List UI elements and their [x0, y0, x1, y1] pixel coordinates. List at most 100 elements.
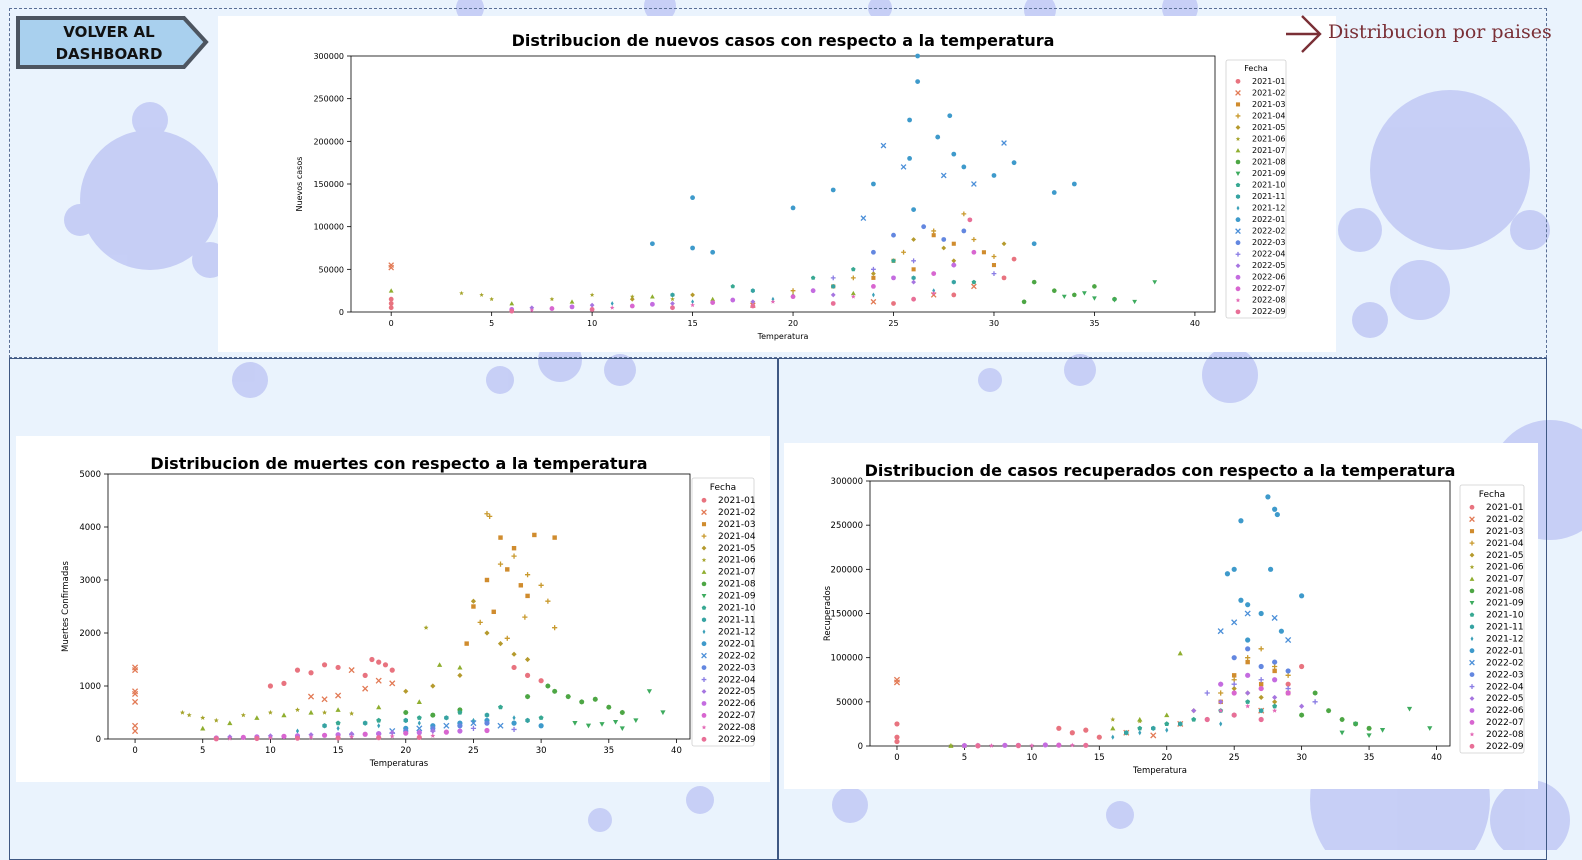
data-point: [525, 694, 531, 700]
data-point: [971, 279, 977, 285]
legend-entry-label: 2022-01: [1252, 215, 1285, 224]
data-point: [931, 290, 936, 296]
legend-marker: [701, 509, 707, 516]
data-point: [549, 296, 555, 302]
data-point: [911, 267, 916, 272]
data-point: [430, 733, 436, 738]
legend-entry-label: 2021-10: [1486, 611, 1524, 621]
data-point: [529, 307, 535, 313]
y-tick-label: 300000: [313, 52, 344, 61]
recovered-chart-card: Distribucion de casos recuperados con re…: [784, 443, 1538, 789]
data-point: [1299, 712, 1305, 718]
legend-marker: [1469, 720, 1475, 725]
legend-marker: [1469, 576, 1475, 581]
data-point: [1204, 716, 1210, 723]
data-point: [1151, 725, 1156, 731]
legend-entry-label: 2022-09: [718, 735, 756, 745]
x-tick-label: 15: [333, 746, 344, 756]
data-point: [477, 619, 483, 625]
data-point: [750, 299, 756, 305]
legend-marker: [1469, 529, 1475, 534]
legend-entry-label: 2021-05: [1486, 551, 1524, 561]
chart-legend: Fecha 2021-01 2021-02 2021-03 2021-04 2021-05…: [1459, 484, 1525, 754]
data-point: [1071, 181, 1077, 187]
plot-area-frame: [107, 473, 691, 740]
data-point: [907, 156, 912, 161]
data-point: [132, 722, 139, 729]
data-point: [281, 733, 287, 739]
data-point: [389, 730, 395, 736]
data-point: [830, 187, 836, 193]
data-point: [497, 561, 504, 567]
y-tick-label: 100000: [313, 223, 344, 232]
data-point: [335, 735, 341, 741]
data-point: [545, 598, 551, 604]
legend-marker: [1235, 263, 1241, 269]
legend-entry-label: 2021-08: [1486, 587, 1524, 597]
legend-entry-label: 2021-03: [718, 520, 756, 530]
legend-entry-label: 2022-07: [1252, 284, 1285, 293]
legend-marker: [701, 689, 707, 694]
back-label-line2: DASHBOARD: [55, 45, 163, 63]
data-point: [457, 709, 463, 715]
y-tick-label: 3000: [79, 576, 101, 586]
legend-marker: [1469, 516, 1475, 523]
data-point: [710, 300, 716, 306]
x-tick-label: 25: [1229, 753, 1240, 763]
data-point: [538, 715, 544, 720]
data-point: [1258, 694, 1264, 701]
legend-marker: [701, 652, 707, 659]
chart-title: Distribucion de muertes con respecto a l…: [150, 454, 647, 473]
data-point: [871, 292, 875, 298]
data-point: [376, 731, 382, 737]
legend-entry-label: 2022-03: [718, 663, 756, 673]
data-point: [1299, 703, 1305, 709]
legend-marker: [1235, 274, 1241, 280]
legend-entry-label: 2022-09: [1486, 742, 1524, 752]
data-point: [388, 296, 394, 302]
data-point: [1245, 699, 1251, 704]
legend-entry-label: 2021-03: [1486, 527, 1524, 537]
data-point: [1096, 734, 1102, 740]
data-point: [870, 298, 877, 305]
back-to-dashboard-button[interactable]: VOLVER AL DASHBOARD: [16, 16, 209, 69]
data-point: [1231, 655, 1237, 661]
x-tick-label: 25: [468, 746, 479, 756]
x-tick-label: 25: [888, 319, 898, 328]
data-point: [1112, 298, 1117, 303]
plot-area-frame: [869, 480, 1451, 747]
legend-entry-label: 2021-10: [1252, 180, 1285, 189]
data-point: [1177, 650, 1183, 656]
data-point: [911, 279, 917, 285]
data-point: [911, 275, 916, 281]
data-point: [1031, 279, 1037, 285]
data-point: [487, 513, 493, 519]
data-point: [931, 228, 937, 234]
data-point: [971, 249, 977, 255]
y-tick-label: 0: [858, 742, 863, 752]
data-point: [1218, 690, 1224, 696]
data-point: [1137, 716, 1143, 722]
legend-entry-label: 2021-12: [1252, 204, 1285, 213]
data-point: [1299, 593, 1305, 599]
data-point: [322, 709, 327, 715]
data-point: [1150, 732, 1157, 739]
data-point: [915, 79, 921, 84]
data-point: [1217, 628, 1224, 635]
data-point: [1339, 730, 1345, 736]
legend-entry-label: 2021-02: [1486, 515, 1524, 525]
data-point: [690, 195, 695, 201]
data-point: [790, 205, 796, 211]
distribution-by-country-link[interactable]: Distribucion por paises: [1282, 10, 1582, 58]
data-point: [1244, 610, 1251, 617]
data-point: [349, 711, 355, 716]
legend-marker: [1235, 78, 1241, 84]
data-point: [1111, 734, 1115, 740]
data-point: [1061, 294, 1067, 300]
data-point: [479, 292, 484, 297]
legend-entry-label: 2021-11: [718, 616, 756, 626]
data-point: [1021, 299, 1027, 305]
legend-box: [1459, 484, 1525, 754]
legend-marker: [1469, 564, 1475, 569]
data-point: [851, 294, 856, 299]
